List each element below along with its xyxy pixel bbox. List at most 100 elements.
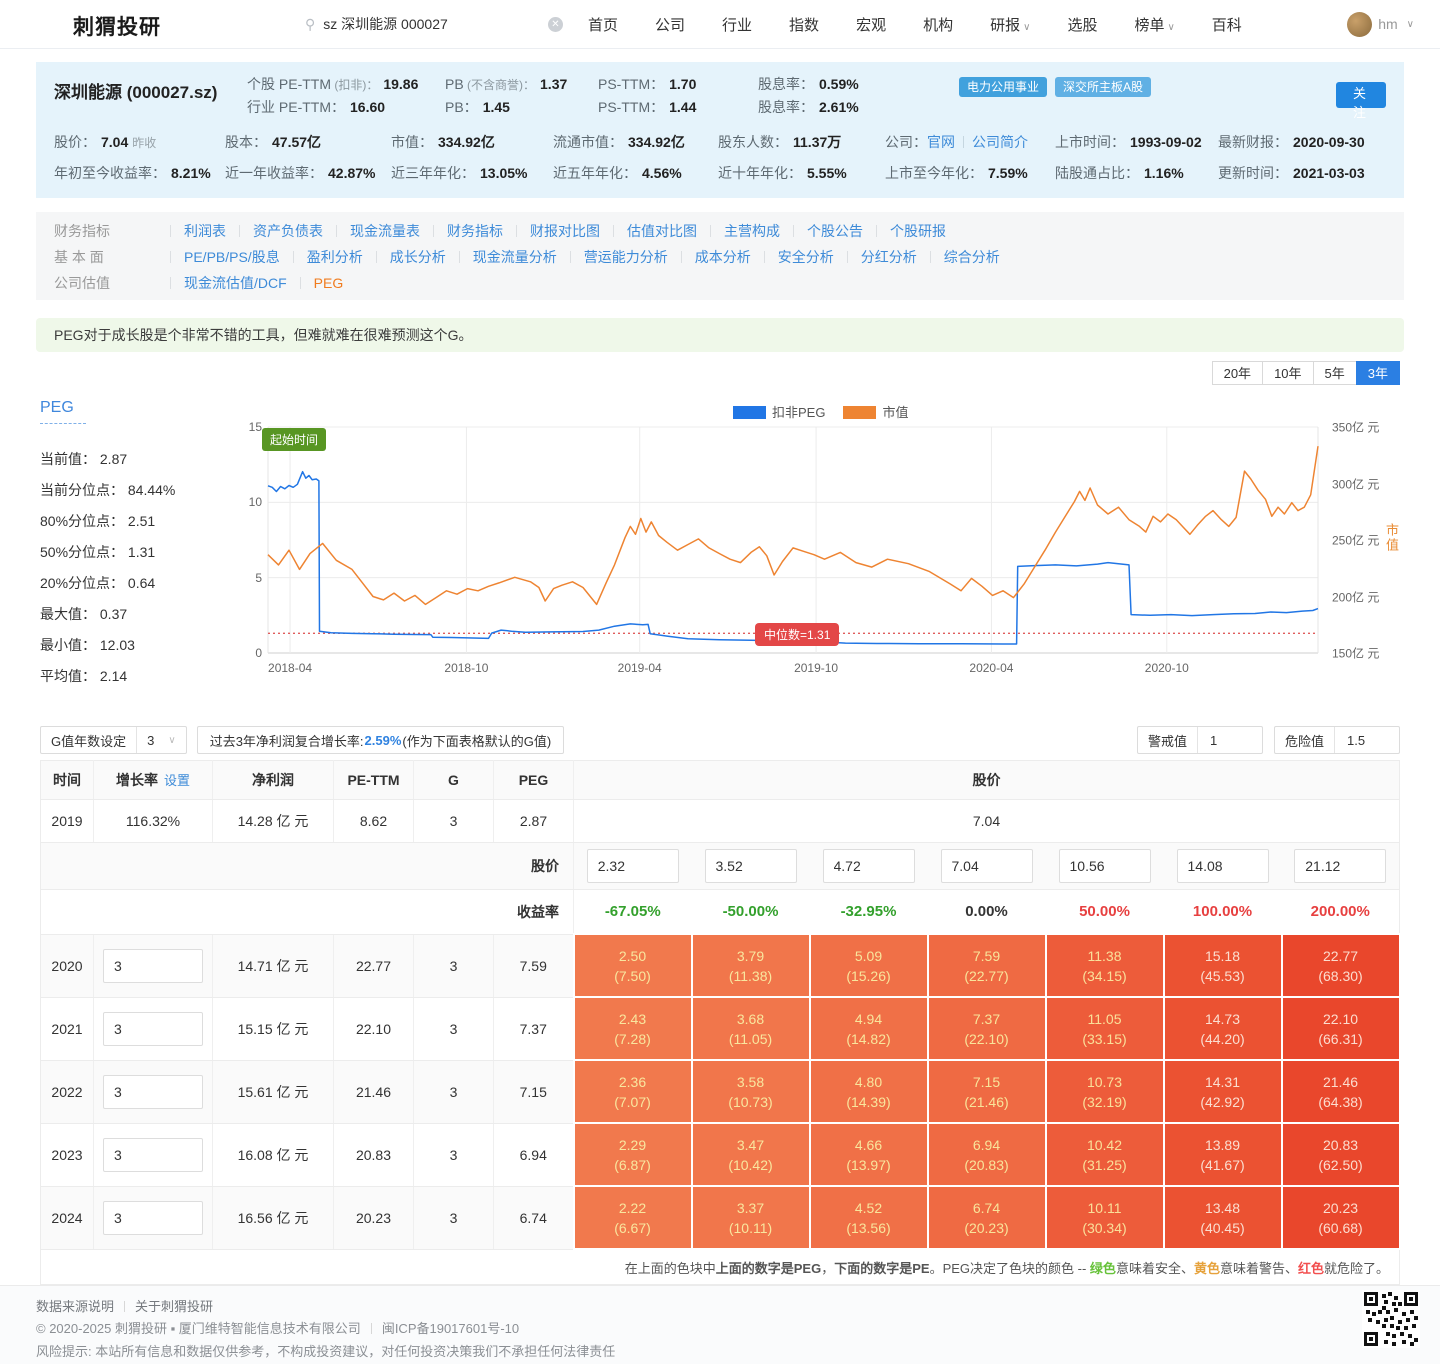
footer-link-0[interactable]: 数据来源说明 — [36, 1299, 115, 1314]
nav-item-2[interactable]: 行业 — [722, 16, 753, 34]
price-input-6[interactable] — [1294, 849, 1387, 883]
growth-input-2024[interactable] — [103, 1200, 203, 1235]
info-item-7: 更新时间： 2021-03-03 — [1218, 163, 1365, 183]
range-button-1[interactable]: 10年 — [1262, 361, 1314, 385]
range-button-3[interactable]: 3年 — [1355, 361, 1400, 385]
metric-value: 16.60 — [350, 99, 386, 115]
company-link-0[interactable]: 官网 — [927, 134, 955, 150]
price-input-2[interactable] — [822, 849, 915, 883]
base-growth: 116.32% — [93, 799, 213, 843]
tab-2-0[interactable]: 现金流估值/DCF — [157, 273, 287, 293]
tab-0-1[interactable]: 资产负债表 — [226, 221, 323, 241]
growth-input-2021[interactable] — [103, 1011, 203, 1046]
tab-0-4[interactable]: 财报对比图 — [503, 221, 600, 241]
row-g: 3 — [413, 934, 494, 998]
tab-1-4[interactable]: 营运能力分析 — [557, 247, 668, 267]
cell-peg-value: 5.09 — [854, 947, 883, 964]
metric-value: 1.70 — [669, 76, 697, 92]
nav-item-4[interactable]: 宏观 — [856, 16, 887, 34]
range-button-2[interactable]: 5年 — [1312, 361, 1357, 385]
growth-set-link[interactable]: 设置 — [163, 773, 190, 788]
col-profit: 净利润 — [212, 760, 334, 800]
nav-item-5[interactable]: 机构 — [923, 16, 954, 34]
cell-pe-value: (6.67) — [614, 1219, 651, 1236]
cell-pe-value: (22.10) — [964, 1030, 1009, 1047]
cell-pe-value: (13.97) — [846, 1156, 891, 1173]
base-price: 7.04 — [573, 799, 1400, 843]
stat-3: 50%分位点： 1.31 — [40, 537, 175, 568]
price-input-0[interactable] — [586, 849, 679, 883]
nav-item-9[interactable]: 百科 — [1211, 16, 1242, 34]
row-g: 3 — [413, 997, 494, 1061]
tab-row-label: 基 本 面 — [54, 249, 104, 265]
tab-1-5[interactable]: 成本分析 — [668, 247, 751, 267]
row-pe: 22.10 — [333, 997, 414, 1061]
g-years-select[interactable]: 3 ∨ — [136, 727, 186, 753]
nav-item-0[interactable]: 首页 — [588, 16, 619, 34]
tab-0-7[interactable]: 个股公告 — [780, 221, 863, 241]
nav-item-3[interactable]: 指数 — [789, 16, 820, 34]
tab-0-3[interactable]: 财务指标 — [420, 221, 503, 241]
tab-0-6[interactable]: 主营构成 — [697, 221, 780, 241]
nav-item-1[interactable]: 公司 — [655, 16, 686, 34]
site-logo[interactable]: 刺猬投研 — [73, 16, 161, 39]
top-navbar: 刺猬投研 ⚲ ✕ 首页 公司 行业 指数 宏观 机构 研报∨ 选股 榜单∨ 百科 hm ∨ — [0, 0, 1440, 49]
tab-0-5[interactable]: 估值对比图 — [600, 221, 697, 241]
tab-0-2[interactable]: 现金流量表 — [323, 221, 420, 241]
tab-1-6[interactable]: 安全分析 — [751, 247, 834, 267]
clear-search-icon[interactable]: ✕ — [548, 16, 563, 32]
note-part: 意味着安全、 — [1115, 1260, 1194, 1276]
cell-peg-value: 3.37 — [736, 1199, 765, 1216]
danger-input[interactable] — [1345, 731, 1389, 749]
growth-input-2020[interactable] — [103, 948, 203, 983]
chart-plot — [267, 426, 1319, 654]
matrix-row-2022: 202215.61 亿 元21.4637.152.36(7.07)3.58(10… — [40, 1059, 1401, 1124]
stock-tag-0[interactable]: 电力公用事业 — [959, 77, 1048, 97]
tab-2-1[interactable]: PEG — [287, 275, 344, 291]
footer-link-1[interactable]: 关于刺猬投研 — [135, 1299, 214, 1314]
user-menu[interactable]: hm ∨ — [1347, 0, 1414, 48]
range-button-0[interactable]: 20年 — [1211, 361, 1264, 385]
metric-value: 19.86 — [383, 76, 419, 92]
tab-1-8[interactable]: 综合分析 — [917, 247, 1000, 267]
y-axis-right-tick: 300亿 元 — [1332, 477, 1380, 491]
chart-legend: 扣非PEG 市值 — [733, 402, 908, 421]
cell-pe-value: (15.26) — [846, 967, 891, 984]
growth-input-2023[interactable] — [103, 1137, 203, 1172]
cell-peg-value: 22.10 — [1322, 1010, 1359, 1027]
tab-1-1[interactable]: 盈利分析 — [280, 247, 363, 267]
nav-item-7[interactable]: 选股 — [1067, 16, 1098, 34]
peg-section-title[interactable]: PEG — [40, 399, 86, 424]
y-axis-right-tick: 350亿 元 — [1332, 420, 1380, 435]
tab-1-2[interactable]: 成长分析 — [363, 247, 446, 267]
info-item-4: 股东人数： 11.37万 — [718, 132, 885, 152]
cell-peg-value: 15.18 — [1204, 947, 1241, 964]
metric-sublabel: (扣非)： — [331, 78, 379, 92]
tab-0-8[interactable]: 个股研报 — [863, 221, 946, 241]
tab-1-0[interactable]: PE/PB/PS/股息 — [157, 247, 280, 267]
cell-pe-value: (62.50) — [1318, 1156, 1363, 1173]
price-input-3[interactable] — [940, 849, 1033, 883]
peg-cell-2023-5: 13.89 (41.67) — [1162, 1122, 1283, 1187]
table-controls: G值年数设定 3 ∨ 过去3年净利润复合增长率: 2.59% (作为下面表格默认的G值… — [40, 726, 1400, 754]
nav-item-8[interactable]: 榜单 ∨ — [1134, 16, 1175, 34]
tab-1-3[interactable]: 现金流量分析 — [446, 247, 557, 267]
legend-item-0: 扣非PEG — [733, 402, 825, 421]
g-years-setting: G值年数设定 3 ∨ — [40, 726, 187, 754]
cell-pe-value: (30.34) — [1082, 1219, 1127, 1236]
stock-tag-1[interactable]: 深交所主板A股 — [1055, 77, 1152, 97]
price-input-5[interactable] — [1176, 849, 1269, 883]
growth-input-2022[interactable] — [103, 1074, 203, 1109]
tab-row-2: 公司估值 现金流估值/DCF PEG — [54, 270, 1404, 296]
price-input-1[interactable] — [704, 849, 797, 883]
nav-menu: 首页 公司 行业 指数 宏观 机构 研报 ∨ 选股 榜单 ∨ 百科 — [588, 0, 1242, 48]
g-years-label: G值年数设定 — [51, 733, 127, 749]
company-link-1[interactable]: 公司简介 — [972, 134, 1028, 150]
follow-button[interactable]: 关 注 — [1336, 82, 1386, 120]
search-input[interactable] — [321, 15, 548, 33]
warn-input[interactable] — [1207, 731, 1252, 749]
price-input-4[interactable] — [1058, 849, 1151, 883]
tab-1-7[interactable]: 分红分析 — [834, 247, 917, 267]
tab-0-0[interactable]: 利润表 — [157, 221, 226, 241]
nav-item-6[interactable]: 研报 ∨ — [990, 16, 1031, 34]
